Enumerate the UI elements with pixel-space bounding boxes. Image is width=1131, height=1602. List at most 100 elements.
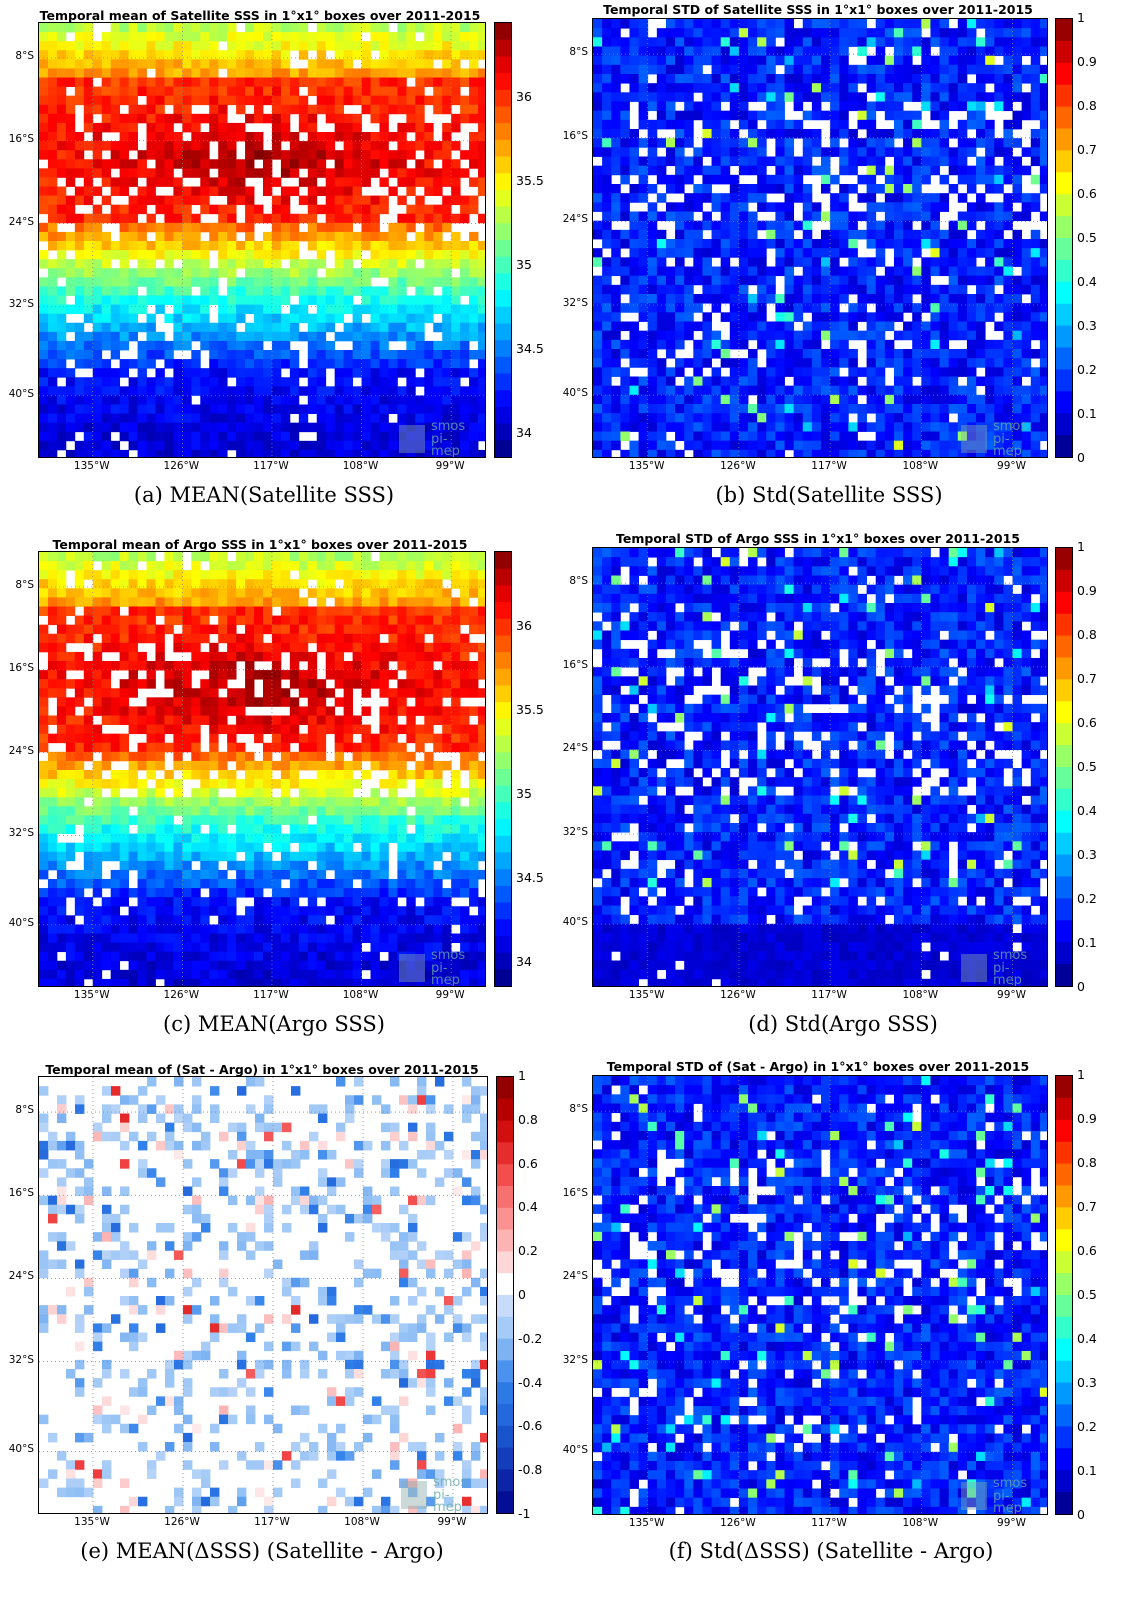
heatmap-cell — [903, 110, 913, 121]
heatmap-cell — [875, 37, 886, 47]
heatmap-cell — [415, 642, 425, 653]
heatmap-cell — [74, 624, 85, 635]
heatmap-cell — [200, 59, 210, 69]
heatmap-cell — [325, 222, 336, 233]
heatmap-cell — [146, 440, 156, 451]
heatmap-cell — [47, 431, 58, 442]
heatmap-cell — [433, 597, 443, 607]
heatmap-cell — [388, 150, 398, 160]
heatmap-cell — [39, 588, 49, 598]
heatmap-cell — [985, 239, 995, 249]
heatmap-cell — [985, 431, 995, 442]
heatmap-cell — [675, 138, 685, 148]
heatmap-cell — [675, 156, 685, 167]
heatmap-cell — [227, 268, 237, 278]
heatmap-cell — [702, 239, 712, 249]
heatmap-cell — [647, 92, 658, 102]
heatmap-cell — [948, 37, 959, 47]
heatmap-cell — [56, 23, 67, 33]
heatmap-cell — [316, 186, 327, 196]
heatmap-cell — [74, 615, 85, 626]
heatmap-cell — [985, 202, 995, 212]
heatmap-cell — [720, 449, 731, 457]
heatmap-cell — [182, 377, 192, 387]
heatmap-cell — [451, 277, 461, 287]
heatmap-cell — [370, 422, 380, 433]
heatmap-cell — [802, 239, 813, 249]
heatmap-cell — [307, 670, 318, 680]
heatmap-cell — [307, 32, 318, 42]
heatmap-cell — [957, 37, 968, 47]
heatmap-cell — [757, 404, 767, 414]
heatmap-cell — [200, 395, 210, 405]
heatmap-cell — [227, 670, 237, 680]
heatmap-cell — [620, 404, 630, 414]
heatmap-cell — [1012, 165, 1023, 176]
heatmap-cell — [893, 440, 904, 451]
heatmap-cell — [893, 284, 904, 295]
heatmap-cell — [200, 633, 210, 644]
heatmap-cell — [629, 449, 639, 457]
heatmap-cell — [784, 385, 795, 396]
heatmap-cell — [74, 241, 85, 251]
heatmap-cell — [921, 294, 931, 304]
heatmap-cell — [146, 277, 156, 287]
heatmap-cell — [766, 55, 776, 66]
heatmap-cell — [460, 204, 470, 215]
heatmap-cell — [263, 277, 273, 287]
heatmap-cell — [47, 597, 58, 607]
heatmap-cell — [191, 404, 201, 414]
heatmap-cell — [1030, 193, 1041, 203]
heatmap-cell — [47, 204, 58, 215]
heatmap-cell — [976, 422, 986, 432]
heatmap-cell — [289, 561, 300, 571]
heatmap-cell — [966, 266, 977, 277]
heatmap-cell — [469, 241, 479, 251]
heatmap-cell — [442, 68, 452, 78]
heatmap-cell — [200, 77, 210, 87]
heatmap-cell — [200, 368, 210, 378]
heatmap-cell — [451, 688, 461, 698]
heatmap-cell — [830, 147, 840, 157]
heatmap-cell — [155, 368, 165, 378]
heatmap-cell — [334, 23, 345, 33]
heatmap-cell — [693, 358, 703, 368]
heatmap-cell — [39, 395, 49, 405]
heatmap-cell — [397, 150, 407, 160]
heatmap-cell — [218, 222, 228, 233]
heatmap-cell — [948, 257, 959, 267]
heatmap-cell — [966, 404, 977, 414]
heatmap-cell — [811, 74, 822, 84]
heatmap-cell — [629, 404, 639, 414]
heatmap-cell — [1012, 294, 1023, 304]
heatmap-cell — [638, 349, 649, 359]
heatmap-cell — [39, 597, 49, 607]
heatmap-cell — [83, 295, 94, 305]
heatmap-cell — [397, 304, 407, 315]
heatmap-cell — [748, 312, 758, 322]
heatmap-cell — [236, 688, 246, 698]
heatmap-cell — [47, 186, 58, 196]
heatmap-cell — [74, 132, 85, 142]
heatmap-cell — [433, 395, 443, 405]
heatmap-cell — [985, 55, 995, 66]
heatmap-cell — [748, 358, 758, 368]
heatmap-cell — [406, 651, 416, 662]
heatmap-cell — [343, 422, 353, 433]
heatmap-cell — [47, 213, 58, 224]
heatmap-cell — [748, 229, 758, 240]
heatmap-cell — [182, 431, 192, 442]
heatmap-cell — [912, 83, 922, 93]
heatmap-cell — [155, 304, 165, 315]
heatmap-cell — [155, 579, 165, 589]
heatmap-cell — [784, 330, 795, 341]
heatmap-cell — [334, 331, 345, 342]
heatmap-cell — [442, 168, 452, 178]
heatmap-cell — [469, 23, 479, 33]
heatmap-cell — [101, 395, 112, 405]
heatmap-cell — [191, 377, 201, 387]
heatmap-cell — [469, 286, 479, 296]
heatmap-cell — [875, 422, 886, 432]
heatmap-cell — [56, 570, 67, 580]
heatmap-cell — [325, 86, 336, 97]
